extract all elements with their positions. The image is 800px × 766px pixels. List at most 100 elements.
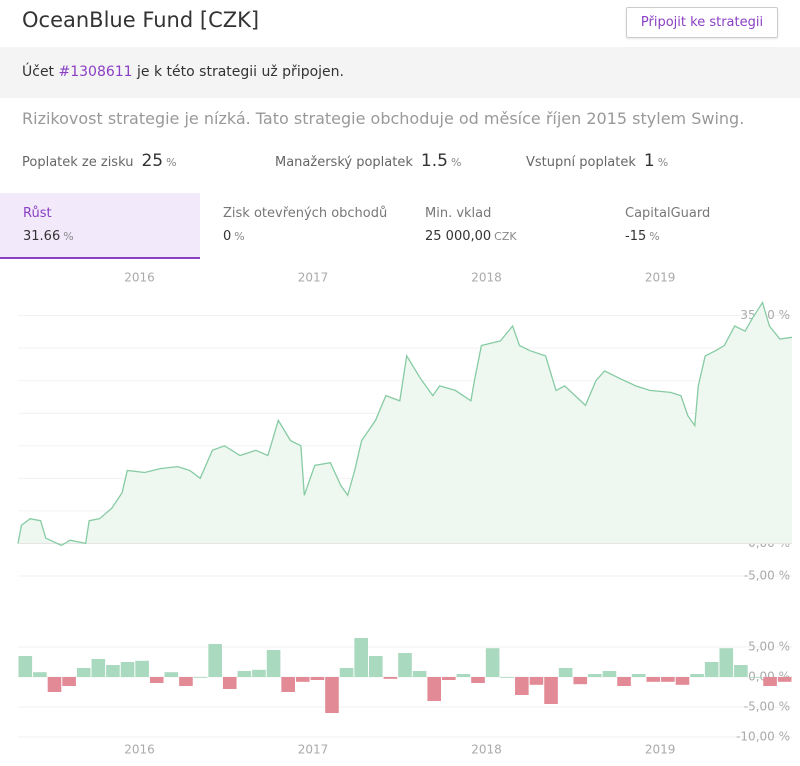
stat-unit: CZK bbox=[494, 230, 517, 243]
stat-number: -15 bbox=[625, 229, 647, 244]
stat-label: Růst bbox=[23, 206, 52, 221]
notice-text: Účet bbox=[22, 64, 59, 80]
fee-label: Vstupní poplatek bbox=[526, 155, 636, 170]
notice: Účet #1308611 je k této strategii už při… bbox=[0, 47, 800, 98]
fee: Poplatek ze zisku 25% bbox=[22, 151, 177, 171]
x-tick-label: 2017 bbox=[298, 271, 329, 285]
x-tick-label: 2016 bbox=[124, 743, 155, 757]
stat-value: 31.66% bbox=[23, 229, 200, 244]
monthly-bar bbox=[412, 671, 427, 677]
description: Rizikovost strategie je nízká. Tato stra… bbox=[22, 109, 745, 128]
stat-tab[interactable]: Min. vklad 25 000,00 CZK bbox=[402, 193, 602, 259]
monthly-bar bbox=[135, 660, 149, 677]
monthly-bar bbox=[164, 672, 179, 677]
title: OceanBlue Fund [CZK] bbox=[22, 8, 260, 32]
stat-value: 0% bbox=[223, 229, 400, 244]
y-tick-label: -5,00 % bbox=[744, 569, 790, 583]
stat-unit: % bbox=[234, 230, 245, 243]
monthly-bar bbox=[631, 674, 646, 677]
growth-line bbox=[17, 300, 793, 547]
x-tick-label: 2016 bbox=[124, 271, 155, 285]
fee-value: 25 bbox=[141, 151, 164, 171]
monthly-bar bbox=[368, 656, 383, 677]
monthly-bar bbox=[149, 677, 164, 683]
stat-tab[interactable]: Zisk otevřených obchodů 0% bbox=[200, 193, 400, 259]
monthly-bar bbox=[515, 677, 529, 695]
monthly-bar bbox=[62, 677, 76, 686]
fee-unit: % bbox=[450, 156, 462, 169]
monthly-bar bbox=[47, 677, 62, 692]
monthly-bar bbox=[500, 677, 515, 678]
y-tick-label: 5,00 % bbox=[748, 640, 790, 654]
monthly-bar bbox=[485, 648, 500, 677]
fee-label: Manažerský poplatek bbox=[275, 155, 413, 170]
monthly-bar bbox=[252, 669, 266, 677]
stat-number: 31.66 bbox=[23, 229, 61, 244]
monthly-bar bbox=[690, 674, 704, 677]
x-tick-label: 2019 bbox=[645, 743, 676, 757]
fee-unit: % bbox=[166, 156, 177, 169]
monthly-bar bbox=[719, 648, 734, 677]
monthly-bar bbox=[266, 650, 281, 677]
monthly-bar bbox=[179, 677, 193, 686]
monthly-bar bbox=[427, 677, 442, 701]
monthly-bar bbox=[456, 674, 471, 677]
x-tick-label: 2018 bbox=[471, 743, 502, 757]
x-tick-label: 2017 bbox=[298, 743, 329, 757]
fee-label: Poplatek ze zisku bbox=[22, 155, 134, 170]
monthly-bar bbox=[295, 677, 310, 682]
stat-value: -15% bbox=[625, 229, 800, 244]
monthly-bar bbox=[91, 659, 106, 677]
monthly-bar bbox=[18, 656, 33, 677]
stat-tab[interactable]: Růst 31.66% bbox=[0, 193, 200, 259]
monthly-bar bbox=[763, 677, 777, 686]
monthly-bar bbox=[237, 671, 252, 677]
monthly-bar bbox=[748, 677, 763, 678]
monthly-bar bbox=[734, 665, 748, 677]
growth-area bbox=[18, 302, 792, 546]
monthly-bar bbox=[208, 644, 222, 677]
monthly-bar bbox=[310, 677, 325, 680]
monthly-bar bbox=[544, 677, 558, 704]
y-tick-label: -5,00 % bbox=[744, 700, 790, 714]
monthly-bar bbox=[383, 677, 398, 679]
monthly-bar bbox=[675, 677, 690, 685]
monthly-bar bbox=[193, 677, 208, 678]
monthly-bar bbox=[339, 668, 354, 677]
monthly-bar bbox=[222, 677, 237, 689]
monthly-bar bbox=[442, 677, 456, 680]
stat-label: CapitalGuard bbox=[625, 206, 711, 221]
fee-value: 1 bbox=[643, 151, 655, 171]
x-tick-label: 2019 bbox=[645, 271, 676, 285]
stat-unit: % bbox=[63, 230, 74, 243]
monthly-bar bbox=[661, 677, 675, 682]
monthly-bar bbox=[471, 677, 485, 683]
monthly-bar bbox=[120, 662, 135, 677]
fee-unit: % bbox=[657, 156, 669, 169]
account-link[interactable]: #1308611 bbox=[58, 64, 133, 80]
stat-label: Zisk otevřených obchodů bbox=[223, 206, 388, 221]
join-button[interactable]: Připojit ke strategii bbox=[626, 7, 778, 38]
charts: -5,00 %0,00 %5,00 %10,00 %15,00 %20,00 %… bbox=[17, 271, 793, 757]
stat-unit: % bbox=[649, 230, 660, 243]
fee: Vstupní poplatek 1% bbox=[526, 151, 668, 171]
x-tick-label: 2018 bbox=[471, 271, 502, 285]
monthly-bar bbox=[325, 677, 339, 713]
monthly-bar bbox=[588, 674, 602, 677]
monthly-bar bbox=[106, 665, 120, 677]
y-tick-label: -10,00 % bbox=[736, 730, 790, 744]
stat-value: 25 000,00 CZK bbox=[425, 229, 602, 244]
monthly-bar bbox=[602, 671, 617, 677]
monthly-bar bbox=[398, 653, 412, 677]
stat-number: 0 bbox=[223, 229, 232, 244]
fee-value: 1.5 bbox=[420, 151, 448, 171]
monthly-bar bbox=[777, 677, 792, 682]
monthly-bar bbox=[617, 677, 631, 686]
monthly-bar bbox=[76, 668, 91, 677]
monthly-bar bbox=[646, 677, 661, 682]
monthly-bar bbox=[354, 638, 368, 677]
stat-tab[interactable]: CapitalGuard -15% bbox=[602, 193, 800, 259]
stat-label: Min. vklad bbox=[425, 206, 492, 221]
monthly-bar bbox=[558, 668, 573, 677]
notice-text: je k této strategii už připojen. bbox=[132, 64, 344, 80]
